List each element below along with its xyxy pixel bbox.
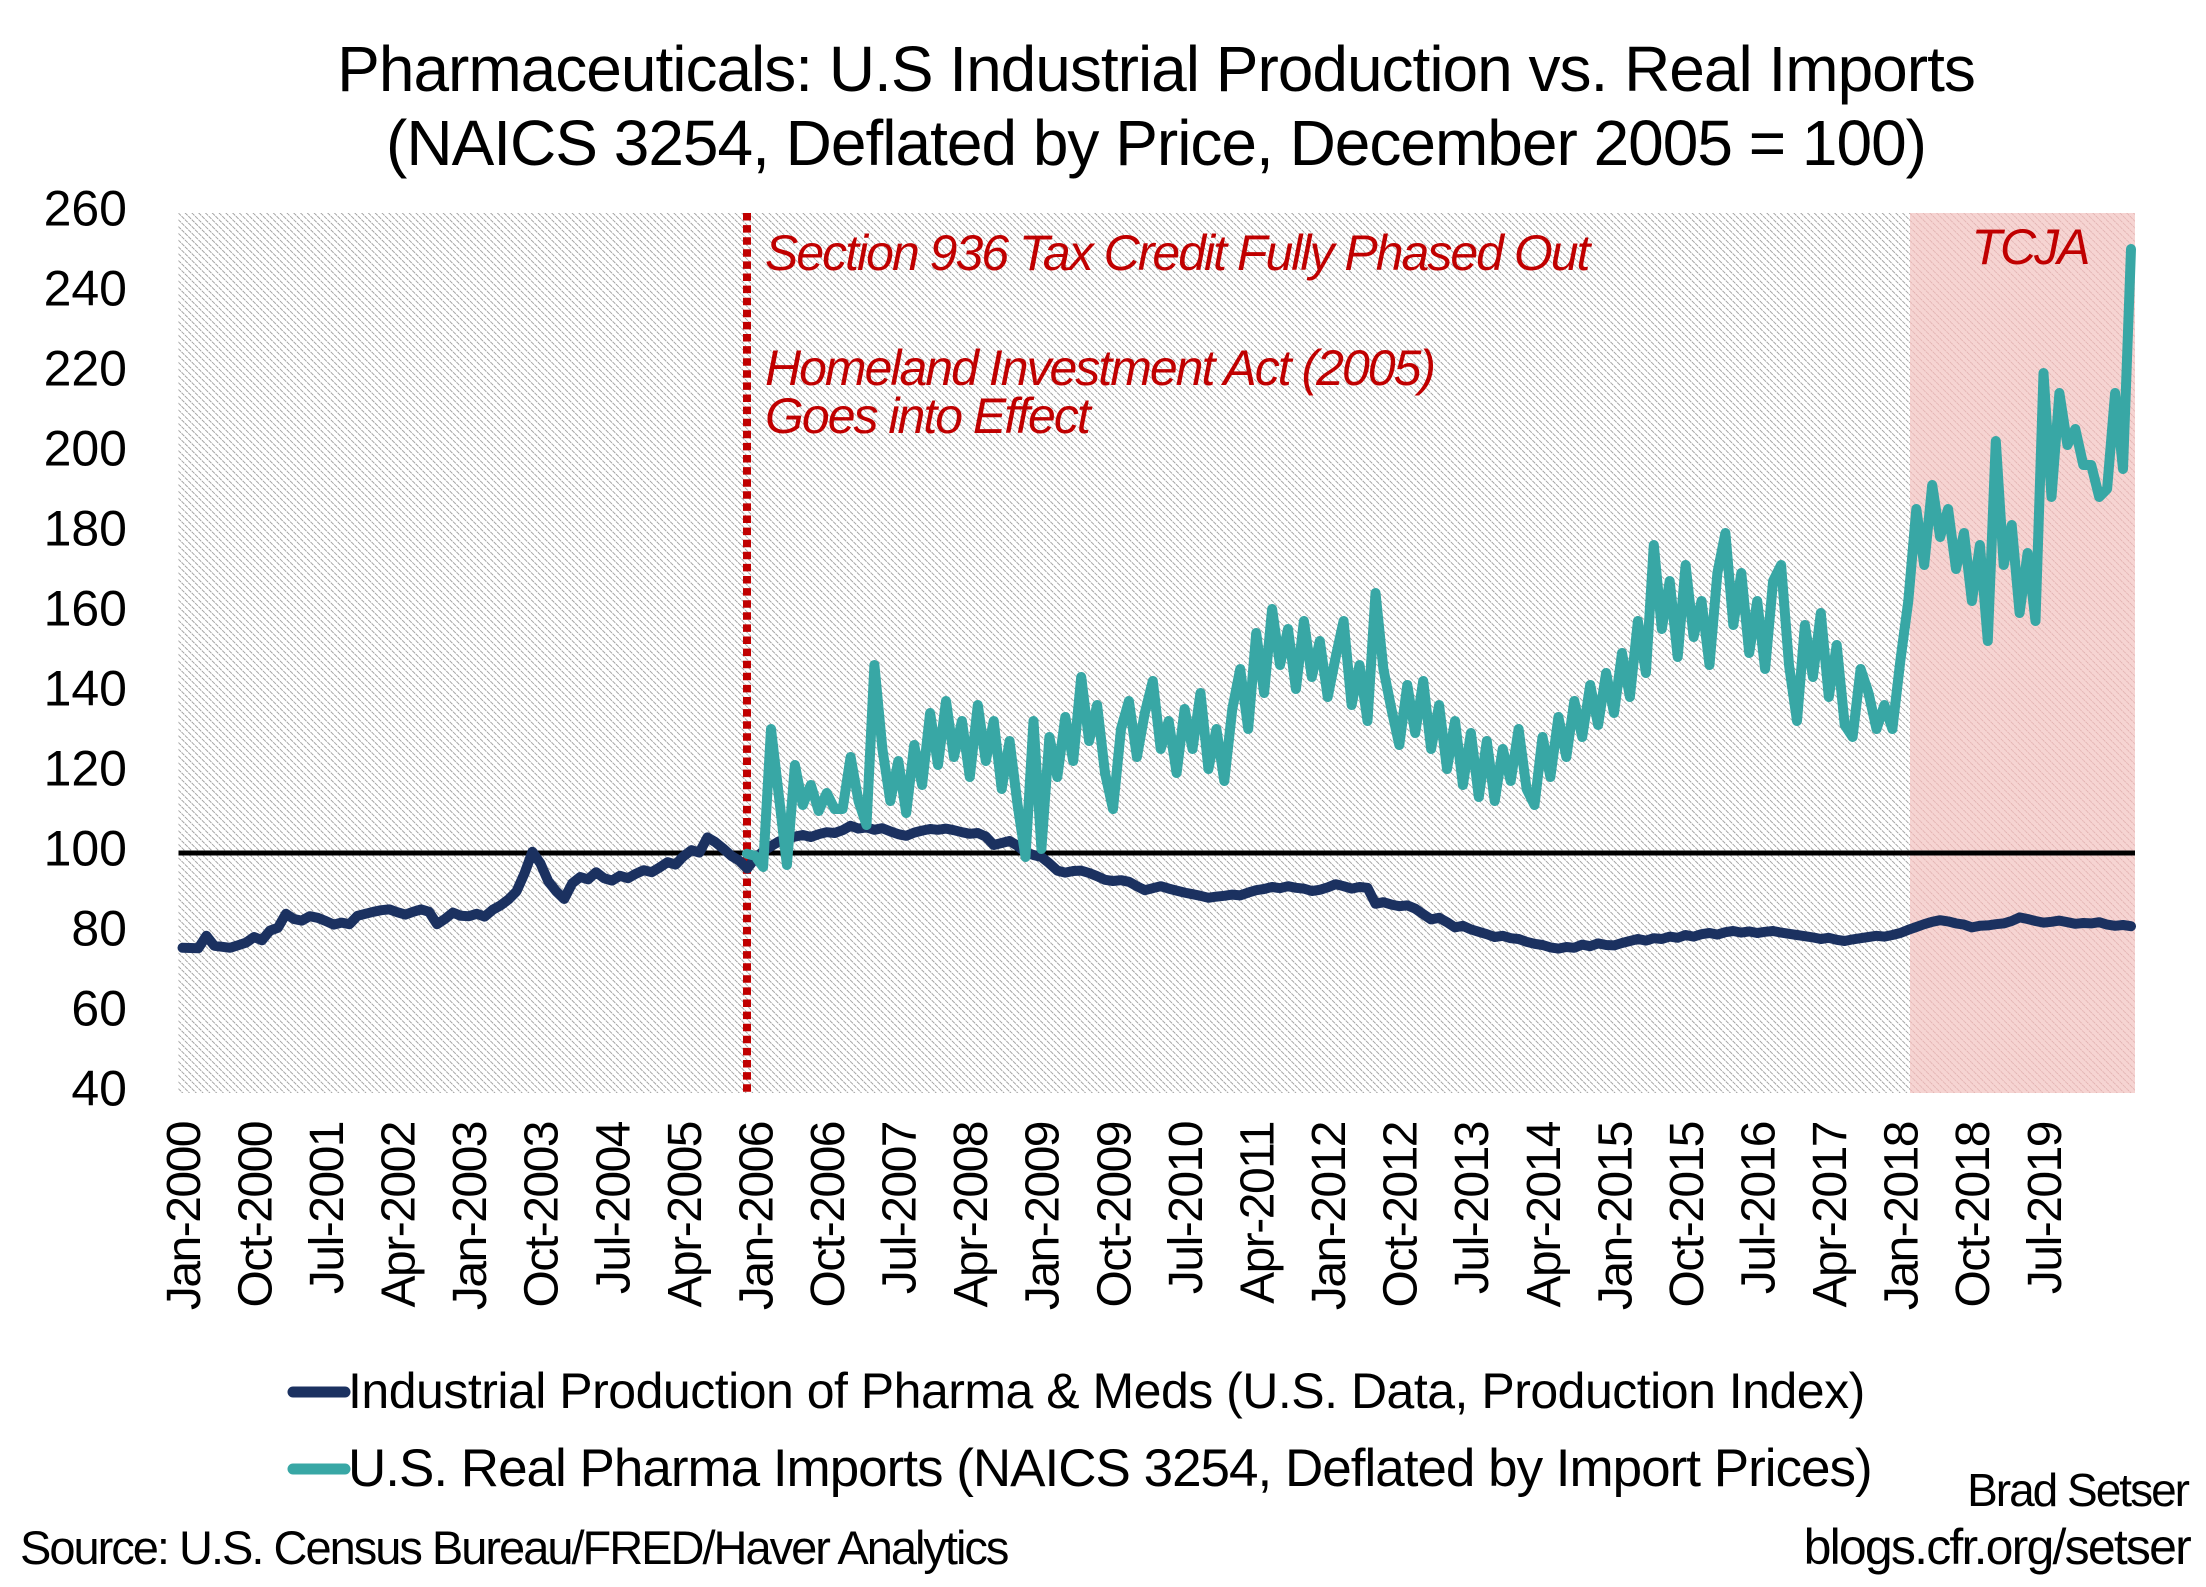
svg-text:Industrial Production of Pharm: Industrial Production of Pharma & Meds (… [348, 1363, 1865, 1419]
svg-text:80: 80 [71, 901, 127, 957]
svg-text:Source: U.S. Census Bureau/FRE: Source: U.S. Census Bureau/FRED/Haver An… [20, 1521, 1008, 1574]
svg-text:Apr-2011: Apr-2011 [1231, 1122, 1284, 1304]
svg-text:200: 200 [44, 421, 127, 477]
svg-text:Oct-2006: Oct-2006 [802, 1122, 855, 1307]
svg-text:Jul-2010: Jul-2010 [1160, 1122, 1213, 1294]
svg-text:Jan-2009: Jan-2009 [1017, 1122, 1070, 1310]
svg-text:Jan-2012: Jan-2012 [1303, 1122, 1356, 1310]
svg-text:Apr-2002: Apr-2002 [372, 1122, 425, 1307]
svg-text:60: 60 [71, 981, 127, 1037]
svg-text:Oct-2009: Oct-2009 [1088, 1122, 1141, 1307]
svg-text:blogs.cfr.org/setser: blogs.cfr.org/setser [1804, 1519, 2192, 1575]
svg-text:Apr-2008: Apr-2008 [945, 1122, 998, 1307]
svg-text:Oct-2018: Oct-2018 [1947, 1122, 2000, 1307]
svg-text:Jan-2000: Jan-2000 [158, 1122, 211, 1310]
svg-text:Jan-2015: Jan-2015 [1589, 1122, 1642, 1310]
svg-text:180: 180 [44, 501, 127, 557]
svg-text:Jul-2004: Jul-2004 [587, 1121, 640, 1294]
svg-text:Oct-2003: Oct-2003 [516, 1122, 569, 1307]
svg-text:40: 40 [71, 1061, 127, 1117]
svg-text:Oct-2015: Oct-2015 [1661, 1122, 1714, 1307]
svg-text:240: 240 [44, 261, 127, 317]
svg-text:Oct-2000: Oct-2000 [229, 1122, 282, 1307]
svg-text:Homeland Investment Act (2005): Homeland Investment Act (2005) [765, 340, 1434, 396]
svg-text:Brad Setser: Brad Setser [1967, 1464, 2190, 1516]
svg-text:U.S. Real Pharma Imports (NAIC: U.S. Real Pharma Imports (NAICS 3254, De… [348, 1439, 1872, 1498]
svg-text:Jul-2016: Jul-2016 [1732, 1122, 1785, 1294]
svg-text:Jan-2006: Jan-2006 [730, 1122, 783, 1310]
svg-text:Section 936 Tax Credit Fully P: Section 936 Tax Credit Fully Phased Out [765, 225, 1593, 281]
svg-text:160: 160 [44, 581, 127, 637]
svg-text:140: 140 [44, 661, 127, 717]
svg-text:Oct-2012: Oct-2012 [1375, 1122, 1428, 1307]
svg-text:Jul-2013: Jul-2013 [1446, 1122, 1499, 1294]
svg-text:Jan-2018: Jan-2018 [1876, 1122, 1929, 1310]
svg-text:Apr-2005: Apr-2005 [659, 1122, 712, 1307]
svg-text:Jul-2019: Jul-2019 [2019, 1122, 2072, 1294]
svg-text:260: 260 [44, 181, 127, 237]
svg-text:TCJA: TCJA [1972, 219, 2089, 275]
svg-text:120: 120 [44, 741, 127, 797]
svg-text:220: 220 [44, 341, 127, 397]
svg-text:Goes into Effect: Goes into Effect [765, 388, 1093, 444]
svg-text:Jul-2001: Jul-2001 [301, 1122, 354, 1294]
svg-text:(NAICS 3254, Deflated by Price: (NAICS 3254, Deflated by Price, December… [386, 107, 1926, 179]
svg-text:Jul-2007: Jul-2007 [874, 1122, 927, 1294]
svg-text:Jan-2003: Jan-2003 [444, 1122, 497, 1310]
svg-text:Apr-2014: Apr-2014 [1518, 1121, 1571, 1307]
svg-text:100: 100 [44, 821, 127, 877]
svg-text:Apr-2017: Apr-2017 [1804, 1122, 1857, 1307]
svg-text:Pharmaceuticals: U.S Industria: Pharmaceuticals: U.S Industrial Producti… [337, 33, 1975, 105]
